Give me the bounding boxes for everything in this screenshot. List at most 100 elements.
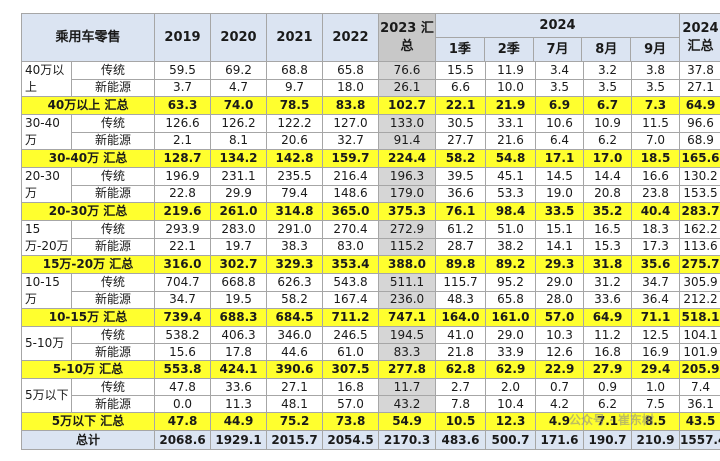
value-cell: 0.0 [154,395,212,413]
subtotal-value: 71.1 [631,308,681,327]
subtotal-value: 17.1 [535,149,585,168]
value-cell: 231.1 [210,167,268,186]
subtotal-value: 159.7 [322,149,380,168]
value-cell: 83.0 [322,237,380,256]
value-cell: 3.5 [583,78,633,97]
value-cell: 2.0 [485,378,537,396]
subtotal-value: 62.8 [435,360,487,379]
subtotal-value: 688.3 [210,308,268,327]
value-cell: 32.7 [322,131,380,150]
value-cell: 305.9 [679,273,720,292]
grand-total-value: 190.7 [583,430,633,450]
value-cell: 7.4 [679,378,720,396]
value-cell: 7.0 [631,131,681,150]
header-2024-total: 2024 汇总 [679,13,720,62]
subtotal-value: 75.2 [266,412,324,431]
subtotal-value: 29.4 [631,360,681,379]
value-cell: 14.5 [535,167,585,186]
subtotal-value: 64.9 [679,96,720,115]
value-cell: 43.2 [378,395,437,413]
grand-total-row: 总计 2068.6 1929.1 2015.7 2054.5 2170.3 483.6 500… [20,430,720,450]
value-cell: 53.3 [485,184,537,203]
grand-total-value: 2054.5 [322,430,380,450]
value-cell: 270.4 [322,220,380,239]
powertrain-type: 传统 [70,326,156,344]
value-cell: 22.8 [154,184,212,203]
powertrain-type: 新能源 [70,395,156,413]
powertrain-type: 新能源 [70,78,156,97]
value-cell: 3.4 [535,61,585,80]
subtotal-label: 5-10万 汇总 [20,360,156,379]
value-cell: 6.2 [583,131,633,150]
value-cell: 246.5 [322,326,380,344]
value-cell: 30.5 [435,114,487,133]
value-cell: 18.0 [322,78,380,97]
subtotal-value: 35.2 [583,202,633,221]
subtotal-label: 10-15万 汇总 [20,308,156,327]
value-cell: 96.6 [679,114,720,133]
value-cell: 626.3 [266,273,324,292]
value-cell: 11.5 [631,114,681,133]
value-cell: 18.3 [631,220,681,239]
powertrain-type: 传统 [70,378,156,396]
header-2024-jul: 7月 [534,38,583,61]
header-year-2022: 2022 [322,13,380,62]
subtotal-value: 224.4 [378,149,437,168]
value-cell: 27.1 [266,378,324,396]
value-cell: 130.2 [679,167,720,186]
subtotal-value: 518.1 [679,308,720,327]
value-cell: 22.1 [154,237,212,256]
subtotal-value: 12.3 [485,412,537,431]
value-cell: 162.2 [679,220,720,239]
subtotal-value: 219.6 [154,202,212,221]
value-cell: 511.1 [378,273,437,292]
grand-total-value: 1929.1 [210,430,268,450]
group-label: 15万-20万 [21,220,72,256]
value-cell: 57.0 [322,395,380,413]
grand-total-value: 171.6 [535,430,585,450]
subtotal-value: 205.9 [679,360,720,379]
table-row: 30-40万 传统 126.6 126.2 122.2 127.0 133.0 30.5 33.… [21,114,720,150]
subtotal-value: 73.8 [322,412,380,431]
value-cell: 59.5 [154,61,212,80]
header-2024-group: 2024 1季 2季 7月 8月 9月 [435,13,681,62]
value-cell: 34.7 [154,290,212,309]
subtotal-value: 18.5 [631,149,681,168]
value-cell: 126.2 [210,114,268,133]
header-row: 乘用车零售 2019 2020 2021 2022 2023 汇总 2024 1… [20,13,720,62]
value-cell: 7.5 [631,395,681,413]
subtotal-value: 78.5 [266,96,324,115]
value-cell: 45.1 [485,167,537,186]
subtotal-value: 165.6 [679,149,720,168]
table-row: 10-15万 传统 704.7 668.8 626.3 543.8 511.1 115.7 95… [21,273,720,309]
table-row: 15万-20万 传统 293.9 283.0 291.0 270.4 272.9 61.2 51… [21,220,720,256]
value-cell: 3.2 [583,61,633,80]
subtotal-value: 275.7 [679,255,720,274]
header-year-2021: 2021 [266,13,324,62]
subtotal-value: 22.9 [535,360,585,379]
subtotal-label: 5万以下 汇总 [20,412,156,431]
grand-total-value: 2068.6 [154,430,212,450]
value-cell: 14.4 [583,167,633,186]
subtotal-value: 388.0 [378,255,437,274]
value-cell: 19.7 [210,237,268,256]
subtotal-value: 261.0 [210,202,268,221]
group-label: 40万以上 [21,61,72,97]
subtotal-value: 747.1 [378,308,437,327]
header-2024-sep: 9月 [644,42,667,57]
subtotal-value: 10.5 [435,412,487,431]
value-cell: 153.5 [679,184,720,203]
value-cell: 10.6 [535,114,585,133]
value-cell: 38.2 [485,237,537,256]
subtotal-value: 22.1 [435,96,487,115]
value-cell: 216.4 [322,167,380,186]
powertrain-type: 传统 [70,167,156,186]
subtotal-value: 31.8 [583,255,633,274]
value-cell: 17.8 [210,343,268,361]
value-cell: 21.6 [485,131,537,150]
value-cell: 47.8 [154,378,212,396]
header-year-2020: 2020 [210,13,268,62]
sales-table-frame: 乘用车零售 2019 2020 2021 2022 2023 汇总 2024 1… [20,13,720,454]
header-category: 乘用车零售 [20,13,156,62]
value-cell: 79.4 [266,184,324,203]
